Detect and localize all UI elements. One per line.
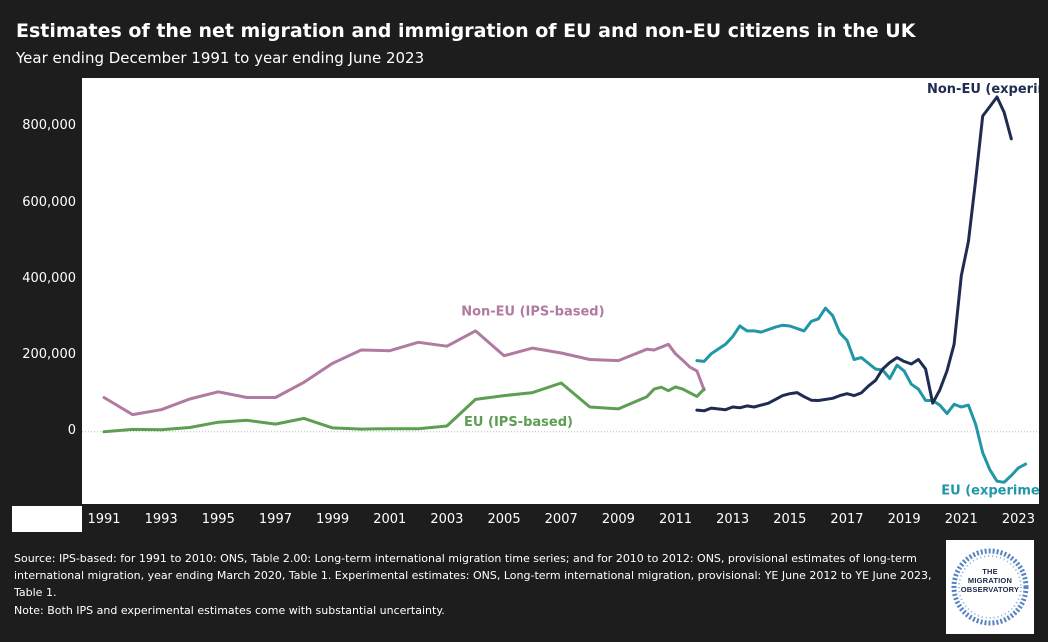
x-tick-label: 2005 — [487, 512, 521, 527]
y-tick-label: 600,000 — [22, 194, 76, 210]
plot-background — [82, 78, 1039, 504]
x-tick-label: 2011 — [658, 512, 693, 527]
chart-subtitle: Year ending December 1991 to year ending… — [16, 49, 425, 67]
x-tick-label: 2009 — [601, 512, 635, 527]
x-tick-label: 1995 — [201, 512, 235, 527]
x-tick-label: 1993 — [144, 512, 178, 527]
logo-text-line3: OBSERVATORY — [960, 585, 1020, 594]
y-tick-label: 0 — [67, 422, 76, 438]
x-tick-label: 1999 — [316, 512, 350, 527]
logo-text-line1: THE — [982, 567, 998, 576]
x-tick-label: 2013 — [716, 512, 750, 527]
chart-title: Estimates of the net migration and immig… — [16, 20, 916, 42]
line-chart-plot: Non-EU (IPS-based) EU (IPS-based) EU (expe… — [82, 78, 1039, 504]
x-tick-label: 2007 — [544, 512, 578, 527]
x-tick-label: 2019 — [887, 512, 921, 527]
series-line-non-eu-experimental — [695, 95, 1013, 413]
logo-text: THE MIGRATION OBSERVATORY — [946, 567, 1034, 594]
x-tick-label: 2001 — [373, 512, 407, 527]
series-label-eu-experimental: EU (experimental) — [941, 483, 1039, 498]
x-tick-label: 2003 — [430, 512, 464, 527]
uncertainty-note: Note: Both IPS and experimental estimate… — [14, 604, 445, 617]
logo-ring-icon — [951, 548, 1029, 626]
logo-text-line2: MIGRATION — [967, 576, 1013, 585]
y-tick-label: 200,000 — [22, 346, 76, 362]
x-tick-label: 2023 — [1001, 512, 1035, 527]
x-tick-label: 1991 — [87, 512, 121, 527]
source-note: Source: IPS-based: for 1991 to 2010: ONS… — [14, 552, 932, 599]
series-label-non-eu-ips-based: Non-EU (IPS-based) — [461, 305, 604, 320]
y-tick-label: 400,000 — [22, 270, 76, 286]
x-tick-label: 2015 — [773, 512, 807, 527]
axis-corner-box — [12, 506, 82, 532]
series-label-non-eu-experimental: Non-EU (experimental) — [927, 82, 1039, 97]
y-tick-label: 800,000 — [22, 118, 76, 134]
x-tick-label: 2017 — [830, 512, 864, 527]
migration-observatory-logo: THE MIGRATION OBSERVATORY — [946, 540, 1034, 634]
series-line-non-eu-ips-based — [102, 329, 706, 417]
x-tick-label: 2021 — [944, 512, 978, 527]
series-label-eu-ips-based: EU (IPS-based) — [464, 415, 573, 430]
series-line-eu-ips-based — [102, 381, 706, 434]
x-tick-label: 1997 — [258, 512, 292, 527]
series-line-eu-experimental — [695, 306, 1028, 484]
